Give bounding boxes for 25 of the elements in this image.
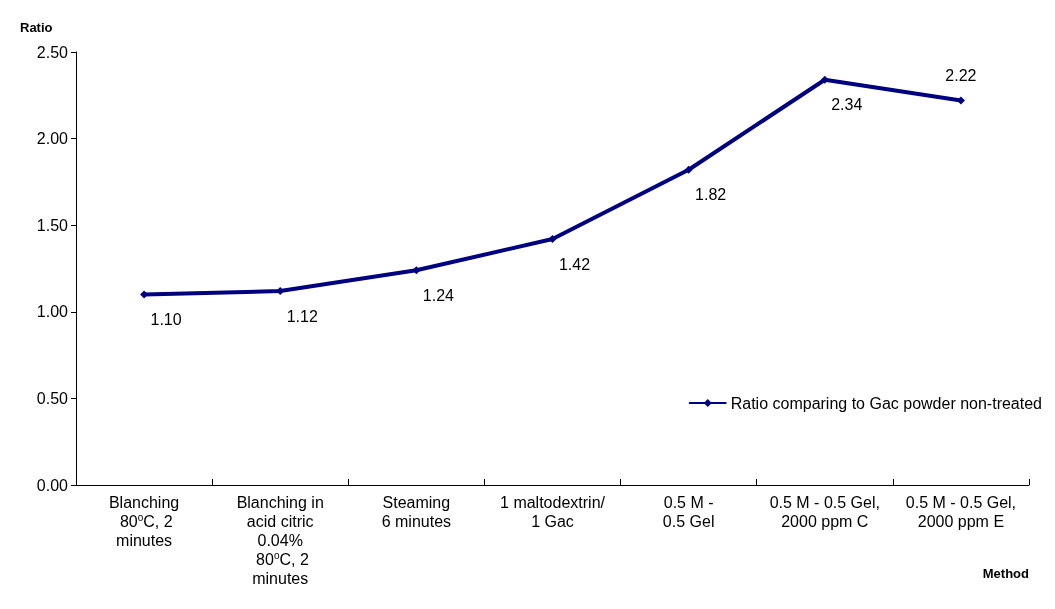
data-label: 2.22 <box>945 67 977 84</box>
point <box>548 235 557 244</box>
point <box>820 75 829 84</box>
data-label: 1.82 <box>695 186 727 204</box>
data-label: 2.34 <box>831 96 863 114</box>
y-tick-label: 2.50 <box>36 43 69 61</box>
point <box>684 165 693 174</box>
legend-label: Ratio comparing to Gac powder non-treated <box>730 394 1042 412</box>
x-tick-label: 0.5 M - 0.5 Gel, 2000 ppm E <box>905 494 1017 530</box>
x-axis-title: Method <box>982 566 1030 581</box>
y-axis-title: Ratio <box>20 20 53 35</box>
y-tick-label: 1.50 <box>36 216 69 234</box>
y-tick-label: 0.50 <box>36 389 69 407</box>
data-label: 1.42 <box>558 255 591 273</box>
y-tick-label: 0.00 <box>36 476 69 494</box>
data-label: 1.10 <box>150 310 182 328</box>
data-label: 1.12 <box>286 307 318 325</box>
x-tick-label: 0.5 M - 0.5 Gel, 2000 ppm C <box>769 494 880 530</box>
y-tick-label: 1.00 <box>36 303 69 321</box>
y-tick-label: 2.00 <box>36 130 69 148</box>
x-tick-label: 0.5 M - 0.5 Gel <box>662 494 715 530</box>
x-tick-label: 1 maltodextrin/ 1 Gac <box>500 494 606 530</box>
point <box>412 266 421 275</box>
data-label: 1.24 <box>422 286 455 304</box>
x-tick-label: Steaming 6 minutes <box>381 494 452 530</box>
